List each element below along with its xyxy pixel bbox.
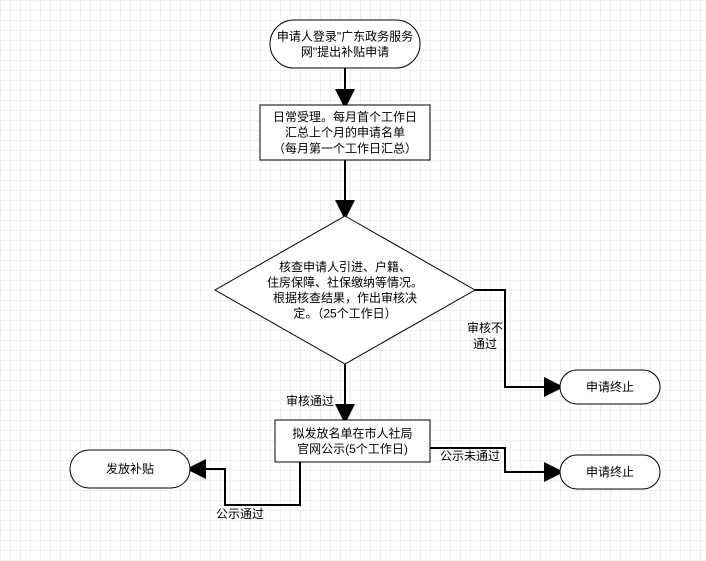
edge-label-3: 审核不通过 [467,320,503,351]
node-review: 核查申请人引进、户籍、住房保障、社保缴纳等情况。根据核查结果，作出审核决定。（2… [215,216,475,364]
edge-label-2: 审核通过 [286,393,334,408]
node-term2: 申请终止 [560,455,660,489]
node-publish: 拟发放名单在市人社局官网公示(5个工作日) [275,420,430,462]
node-term1: 申请终止 [560,370,660,404]
node-start: 申请人登录"广东政务服务网"提出补贴申请 [270,20,420,68]
svg-text:申请终止: 申请终止 [586,464,634,479]
edge-label-5: 公示通过 [216,507,264,521]
svg-text:发放补贴: 发放补贴 [106,461,154,476]
node-accept: 日常受理。每月首个工作日汇总上个月的申请名单（每月第一个工作日汇总） [260,105,430,160]
svg-text:日常受理。每月首个工作日汇总上个月的申请名单（每月第一个工作: 日常受理。每月首个工作日汇总上个月的申请名单（每月第一个工作日汇总） [273,109,417,155]
node-pay: 发放补贴 [70,450,190,488]
edge-5 [190,462,300,505]
svg-text:申请终止: 申请终止 [586,379,634,394]
edge-label-4: 公示未通过 [440,449,500,463]
